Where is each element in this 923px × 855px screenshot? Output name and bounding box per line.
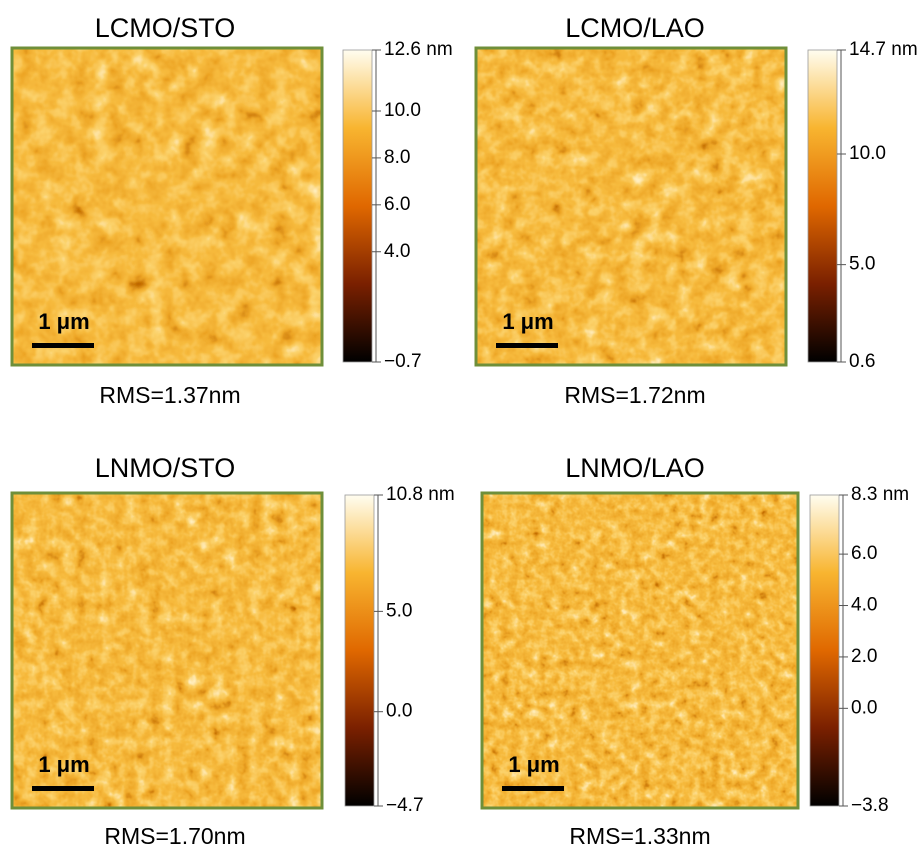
- colorbar-tick-label: 8.3 nm: [851, 484, 909, 505]
- panel-title: LNMO/LAO: [565, 453, 705, 483]
- scale-bar: [32, 343, 94, 348]
- colorbar-tick-label: 0.0: [851, 697, 877, 718]
- colorbar-tick-label: 2.0: [851, 646, 877, 667]
- colorbar-tick-label: 12.6 nm: [384, 39, 453, 60]
- panel-title: LCMO/LAO: [565, 13, 705, 43]
- panel-title: LCMO/STO: [95, 13, 236, 43]
- image-frame: [10, 46, 324, 367]
- scale-bar-label: 1 μm: [508, 752, 559, 777]
- colorbar-tick-label: 6.0: [384, 194, 410, 215]
- colorbar: [342, 49, 373, 363]
- rms-label: RMS=1.33nm: [569, 823, 710, 849]
- colorbar-tick-label: 5.0: [849, 254, 875, 275]
- colorbar-tick-label: −4.7: [386, 795, 424, 816]
- scale-bar: [496, 343, 558, 348]
- image-frame: [474, 46, 788, 367]
- afm-image: [12, 493, 322, 808]
- colorbar: [809, 494, 840, 807]
- colorbar: [807, 49, 838, 363]
- rms-label: RMS=1.37nm: [99, 382, 240, 408]
- rms-label: RMS=1.70nm: [104, 823, 245, 849]
- colorbar: [344, 494, 375, 807]
- afm-image: [12, 48, 322, 365]
- colorbar-tick-label: 4.0: [384, 241, 410, 262]
- colorbar-tick-label: 8.0: [384, 147, 410, 168]
- rms-label: RMS=1.72nm: [564, 382, 705, 408]
- scale-bar-label: 1 μm: [502, 309, 553, 334]
- colorbar-tick-label: 10.0: [384, 100, 421, 121]
- afm-image: [482, 493, 798, 808]
- afm-image: [476, 48, 786, 365]
- colorbar-tick-label: 6.0: [851, 543, 877, 564]
- colorbar-tick-label: −0.7: [384, 351, 422, 372]
- image-frame: [10, 491, 324, 810]
- colorbar-tick-label: 0.6: [849, 351, 875, 372]
- image-frame: [480, 491, 800, 810]
- scale-bar: [32, 786, 94, 791]
- scale-bar-label: 1 μm: [38, 309, 89, 334]
- colorbar-tick-label: 4.0: [851, 595, 877, 616]
- scale-bar-label: 1 μm: [38, 752, 89, 777]
- colorbar-tick-label: 14.7 nm: [849, 39, 918, 60]
- colorbar-tick-label: 10.0: [849, 143, 886, 164]
- colorbar-tick-label: 0.0: [386, 701, 412, 722]
- colorbar-tick-label: −3.8: [851, 795, 889, 816]
- colorbar-tick-label: 5.0: [386, 600, 412, 621]
- scale-bar: [502, 786, 564, 791]
- colorbar-tick-label: 10.8 nm: [386, 484, 455, 505]
- panel-title: LNMO/STO: [95, 453, 236, 483]
